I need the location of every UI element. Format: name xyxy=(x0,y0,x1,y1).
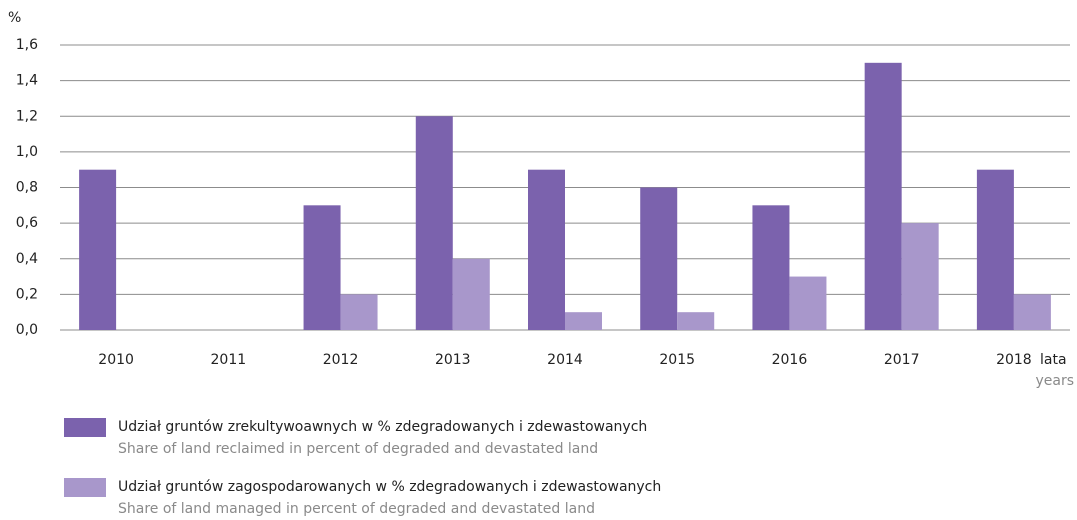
bar xyxy=(976,169,1014,330)
x-tick-label: 2011 xyxy=(211,352,247,368)
x-tick-label: 2013 xyxy=(435,352,471,368)
bar xyxy=(640,187,678,330)
bar xyxy=(415,116,453,330)
y-tick-label: 0,0 xyxy=(16,322,38,338)
y-tick-label: 0,4 xyxy=(16,251,38,267)
y-unit: % xyxy=(8,10,21,26)
y-tick-label: 0,8 xyxy=(16,180,38,196)
y-tick-label: 1,6 xyxy=(16,37,38,53)
bar xyxy=(340,294,378,330)
bar xyxy=(303,205,341,330)
y-tick-label: 1,2 xyxy=(16,108,38,124)
bar xyxy=(752,205,790,330)
bar xyxy=(864,62,902,330)
x-tick-label: 2016 xyxy=(772,352,808,368)
x-tick-label: 2015 xyxy=(659,352,695,368)
x-tick-label: 2018 xyxy=(996,352,1032,368)
bar xyxy=(677,312,715,330)
legend-label-en: Share of land managed in percent of degr… xyxy=(118,501,595,517)
bar xyxy=(528,169,565,330)
y-tick-label: 1,0 xyxy=(16,144,38,160)
bar xyxy=(79,169,117,330)
bar xyxy=(789,276,827,330)
x-axis-label-en: years xyxy=(1035,373,1074,389)
legend-swatch xyxy=(64,418,106,437)
bar xyxy=(565,312,602,330)
y-tick-label: 0,6 xyxy=(16,215,38,231)
legend-label: Udział gruntów zrekultywoawnych w % zdeg… xyxy=(118,419,647,435)
bar xyxy=(901,223,939,330)
legend-label-en: Share of land reclaimed in percent of de… xyxy=(118,441,598,457)
bar xyxy=(452,258,490,330)
x-tick-label: 2010 xyxy=(98,352,134,368)
legend-label: Udział gruntów zagospodarowanych w % zde… xyxy=(118,479,661,495)
x-tick-label: 2017 xyxy=(884,352,920,368)
legend-swatch xyxy=(64,478,106,497)
bar xyxy=(1013,294,1051,330)
x-axis-label: lata xyxy=(1040,352,1067,368)
x-tick-label: 2014 xyxy=(547,352,583,368)
y-tick-label: 1,4 xyxy=(16,73,38,89)
x-tick-label: 2012 xyxy=(323,352,359,368)
y-tick-label: 0,2 xyxy=(16,286,38,302)
